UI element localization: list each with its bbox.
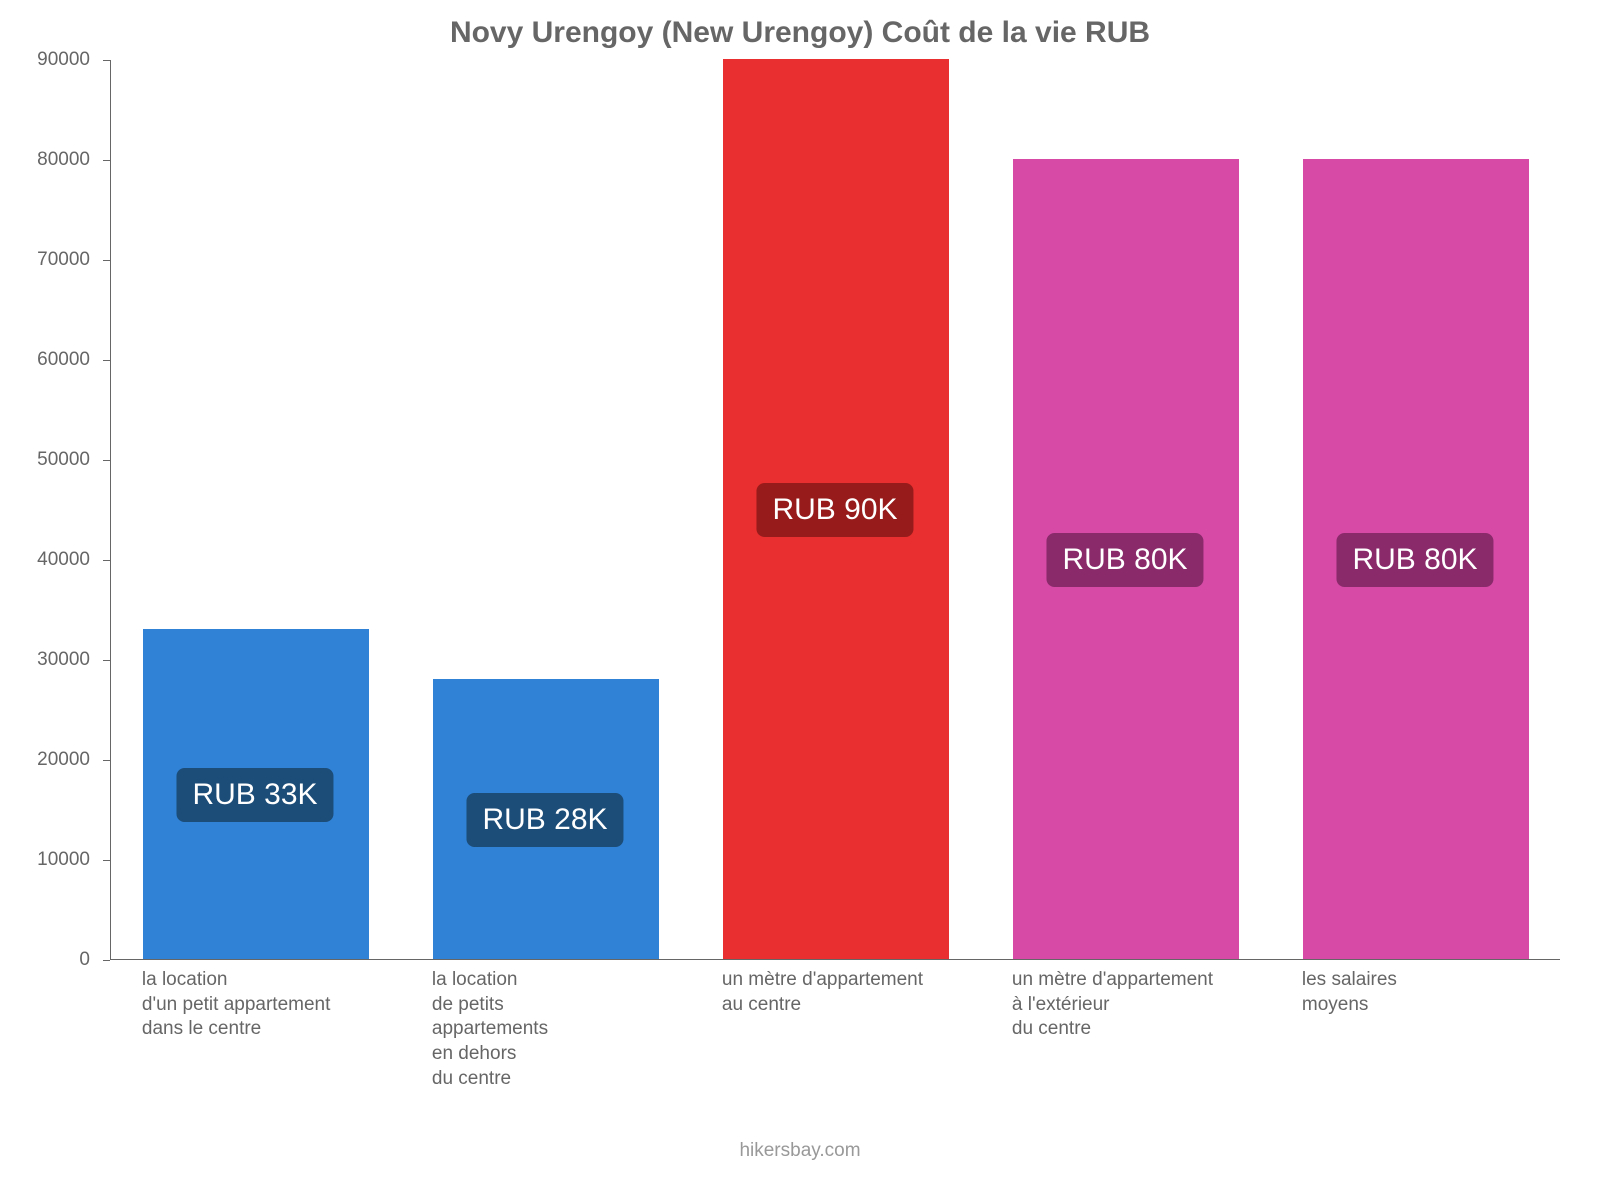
y-tick-label: 20000 — [0, 749, 100, 771]
bar-value-badge: RUB 33K — [176, 768, 333, 822]
x-tick-label: un mètre d'appartement au centre — [722, 968, 988, 1017]
y-tick-mark — [103, 660, 110, 661]
y-tick-label: 0 — [0, 949, 100, 971]
y-tick-label: 30000 — [0, 649, 100, 671]
y-tick-mark — [103, 460, 110, 461]
chart-footer: hikersbay.com — [0, 1140, 1600, 1162]
y-tick-label: 50000 — [0, 449, 100, 471]
chart-title: Novy Urengoy (New Urengoy) Coût de la vi… — [0, 16, 1600, 50]
y-tick-mark — [103, 260, 110, 261]
y-tick-mark — [103, 360, 110, 361]
x-tick-label: les salaires moyens — [1302, 968, 1568, 1017]
bar-value-badge: RUB 90K — [756, 483, 913, 537]
bar-value-badge: RUB 80K — [1046, 533, 1203, 587]
y-tick-mark — [103, 160, 110, 161]
y-tick-mark — [103, 560, 110, 561]
y-tick-mark — [103, 760, 110, 761]
y-tick-label: 70000 — [0, 249, 100, 271]
x-tick-label: la location d'un petit appartement dans … — [142, 968, 408, 1042]
bar-value-badge: RUB 80K — [1336, 533, 1493, 587]
y-tick-label: 10000 — [0, 849, 100, 871]
x-tick-label: la location de petits appartements en de… — [432, 968, 698, 1091]
y-tick-label: 90000 — [0, 49, 100, 71]
cost-of-living-chart: Novy Urengoy (New Urengoy) Coût de la vi… — [0, 0, 1600, 1200]
y-tick-label: 60000 — [0, 349, 100, 371]
x-tick-label: un mètre d'appartement à l'extérieur du … — [1012, 968, 1278, 1042]
y-tick-label: 40000 — [0, 549, 100, 571]
y-tick-mark — [103, 960, 110, 961]
bar-value-badge: RUB 28K — [466, 793, 623, 847]
y-tick-label: 80000 — [0, 149, 100, 171]
y-tick-mark — [103, 860, 110, 861]
y-tick-mark — [103, 60, 110, 61]
